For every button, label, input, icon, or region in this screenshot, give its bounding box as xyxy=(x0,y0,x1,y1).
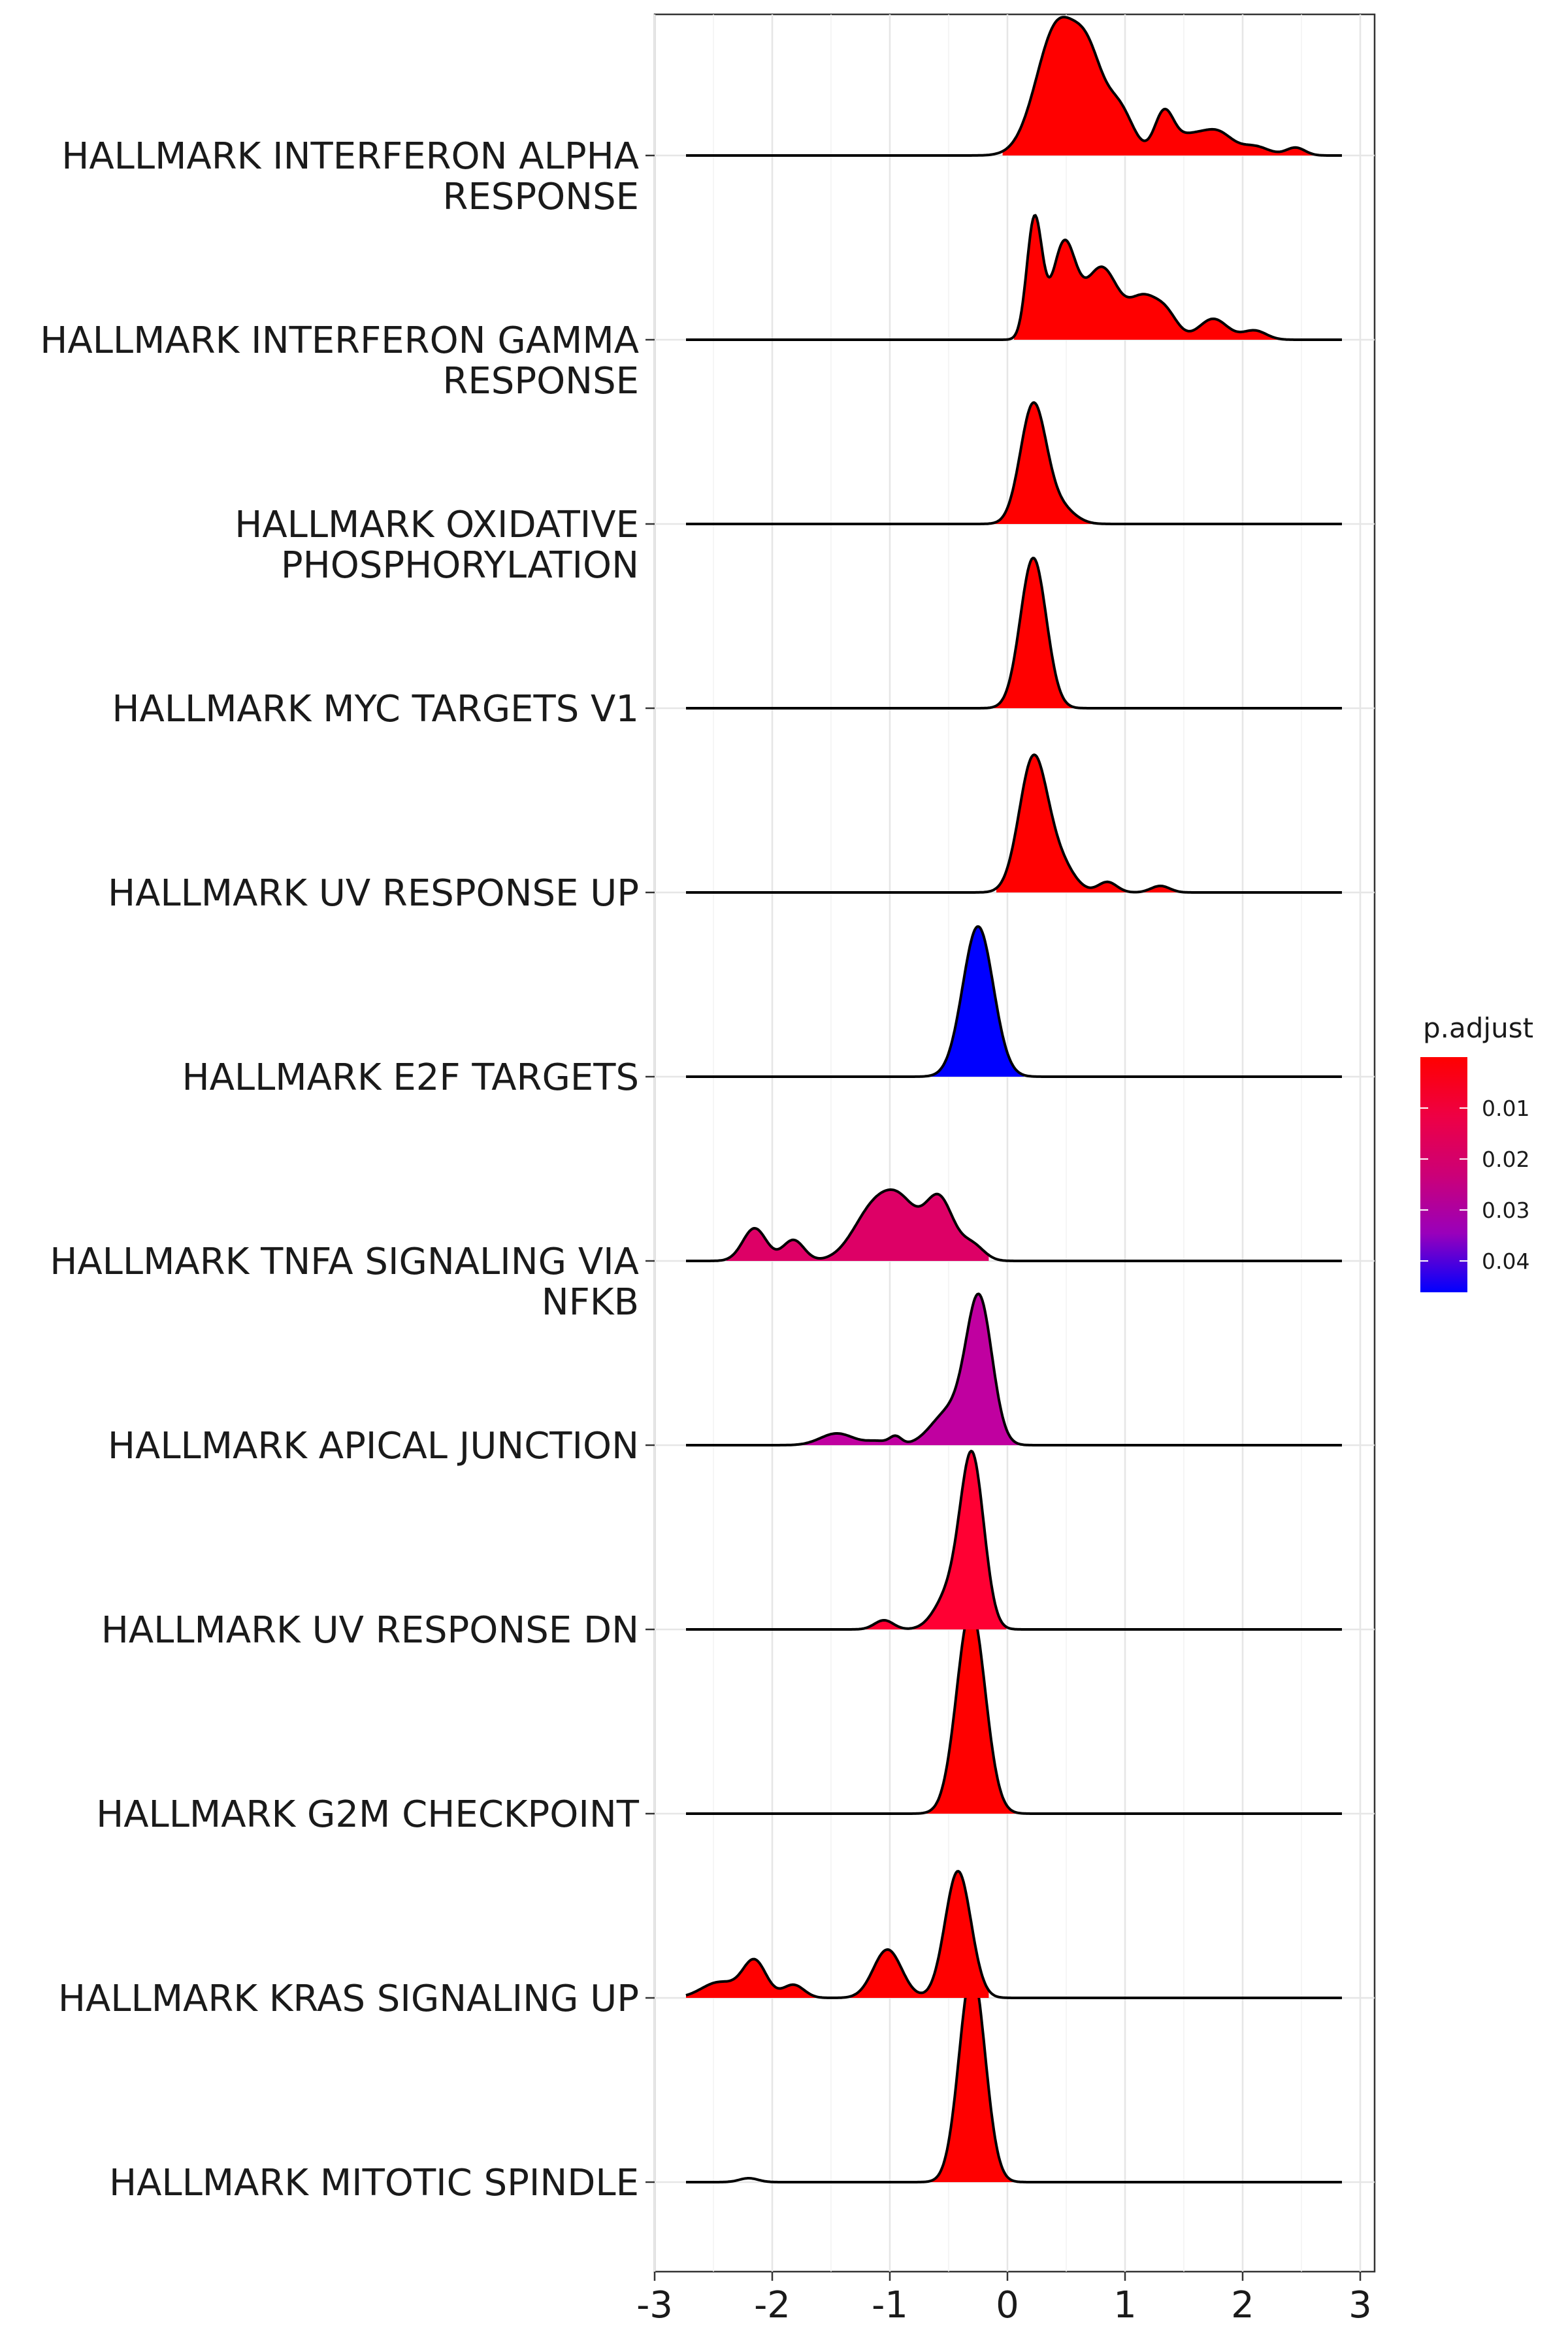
ridge-fill xyxy=(1002,17,1318,156)
ridge-outline xyxy=(685,214,1343,341)
y-tick-label-line: HALLMARK G2M CHECKPOINT xyxy=(96,1793,640,1836)
grid-minor xyxy=(713,14,1302,2272)
y-tick-label: HALLMARK APICAL JUNCTION xyxy=(108,1425,639,1467)
y-tick-label-line: RESPONSE xyxy=(442,176,639,218)
y-tick-label-line: NFKB xyxy=(542,1281,639,1324)
x-tick-label: -3 xyxy=(636,2284,673,2327)
y-axis: HALLMARK INTERFERON ALPHA RESPONSEHALLMAR… xyxy=(40,135,655,2204)
ridge-fill xyxy=(849,1451,1007,1629)
ridge-fill xyxy=(791,1294,1019,1445)
ridges xyxy=(685,16,1343,2183)
legend-label: 0.03 xyxy=(1482,1198,1529,1223)
ridge-outline xyxy=(685,1870,1343,1999)
y-tick-label-line: HALLMARK UV RESPONSE UP xyxy=(108,872,639,915)
y-tick-label-line: RESPONSE xyxy=(442,360,639,402)
ridge-outline xyxy=(685,401,1343,525)
plot-panel xyxy=(653,13,1376,2273)
y-tick-label-line: HALLMARK MYC TARGETS V1 xyxy=(112,688,639,730)
legend-label: 0.02 xyxy=(1482,1147,1529,1172)
ridge-outline xyxy=(685,1969,1343,2183)
legend: p.adjust 0.01 0.02 0.03 0.04 xyxy=(1420,1012,1533,1292)
y-tick-label: HALLMARK MYC TARGETS V1 xyxy=(112,688,639,730)
x-tick-label: 2 xyxy=(1231,2284,1254,2327)
y-tick-label-line: HALLMARK TNFA SIGNALING VIA xyxy=(50,1241,639,1283)
y-tick-label: HALLMARK G2M CHECKPOINT xyxy=(96,1793,640,1836)
legend-label: 0.01 xyxy=(1482,1096,1529,1121)
x-tick-label: 1 xyxy=(1113,2284,1137,2327)
ridge-outline xyxy=(685,925,1343,1078)
ridge-outline xyxy=(685,16,1343,157)
y-tick-label: HALLMARK UV RESPONSE DN xyxy=(101,1609,639,1652)
x-tick-label: -1 xyxy=(872,2284,908,2327)
y-tick-label-line: PHOSPHORYLATION xyxy=(281,544,639,587)
y-tick-label: HALLMARK E2F TARGETS xyxy=(182,1056,639,1099)
ridge-outline xyxy=(685,1188,1343,1262)
y-tick-label-line: HALLMARK INTERFERON GAMMA xyxy=(40,319,639,362)
ridge-outline xyxy=(685,1292,1343,1446)
ridge-outline xyxy=(685,557,1343,710)
y-tick-label-line: HALLMARK UV RESPONSE DN xyxy=(101,1609,639,1652)
ridge-fill xyxy=(896,1609,1024,1814)
y-tick-label-line: HALLMARK KRAS SIGNALING UP xyxy=(58,1978,639,2020)
y-tick-label-line: HALLMARK INTERFERON ALPHA xyxy=(61,135,639,178)
ridge-fill xyxy=(726,1189,989,1261)
y-tick-label: HALLMARK OXIDATIVE PHOSPHORYLATION xyxy=(235,504,639,587)
ridge-outline xyxy=(685,1607,1343,1815)
y-tick-label: HALLMARK TNFA SIGNALING VIA NFKB xyxy=(50,1241,639,1324)
x-tick-label: -2 xyxy=(754,2284,791,2327)
y-tick-label: HALLMARK MITOTIC SPINDLE xyxy=(109,2162,639,2204)
y-tick-label-line: HALLMARK OXIDATIVE xyxy=(235,504,639,546)
y-tick-label: HALLMARK INTERFERON ALPHA RESPONSE xyxy=(61,135,639,218)
legend-title: p.adjust xyxy=(1423,1012,1533,1044)
x-tick-label: 0 xyxy=(996,2284,1019,2327)
ridge-outline xyxy=(685,753,1343,894)
ridge-fill xyxy=(896,1970,1024,2182)
y-tick-label-line: HALLMARK E2F TARGETS xyxy=(182,1056,639,1099)
y-tick-label: HALLMARK INTERFERON GAMMA RESPONSE xyxy=(40,319,639,402)
y-tick-label: HALLMARK UV RESPONSE UP xyxy=(108,872,639,915)
x-tick-label: 3 xyxy=(1348,2284,1372,2327)
ridge-fill xyxy=(985,402,1107,524)
x-axis: -3 -2 -1 0 1 2 3 xyxy=(636,2272,1372,2327)
ridge-fill xyxy=(996,755,1190,892)
y-tick-label-line: HALLMARK MITOTIC SPINDLE xyxy=(109,2162,639,2204)
ridge-fill xyxy=(985,558,1090,708)
legend-label: 0.04 xyxy=(1482,1249,1529,1274)
ridge-fill xyxy=(1014,215,1283,340)
ridge-outline xyxy=(685,1450,1343,1631)
ridge-fill xyxy=(686,1871,989,1998)
ridge-fill xyxy=(902,926,1024,1077)
y-tick-label-line: HALLMARK APICAL JUNCTION xyxy=(108,1425,639,1467)
legend-colorbar xyxy=(1420,1057,1467,1292)
y-tick-label: HALLMARK KRAS SIGNALING UP xyxy=(58,1978,639,2020)
